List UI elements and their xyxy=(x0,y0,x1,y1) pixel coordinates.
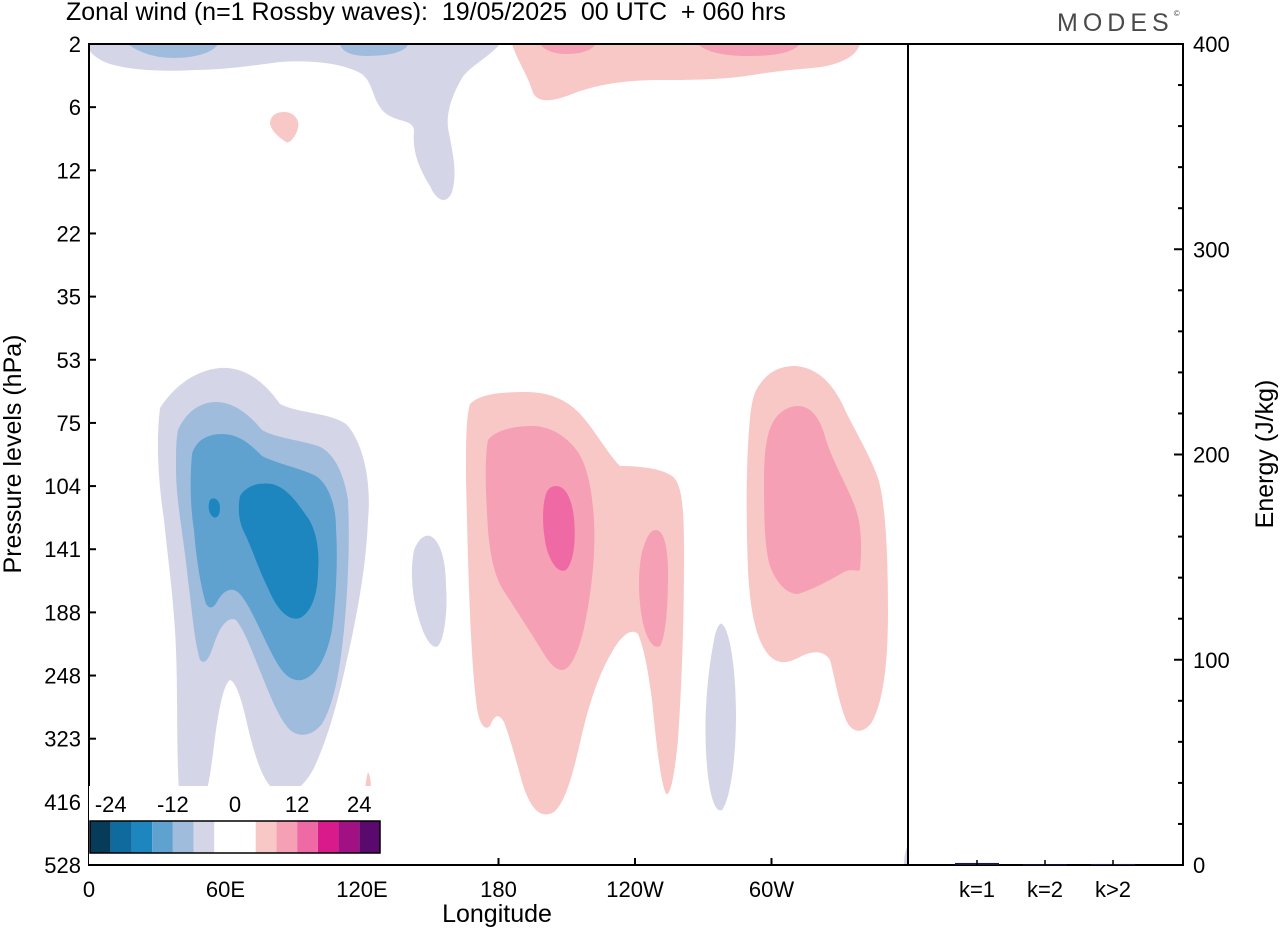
contour-pos-4 xyxy=(270,112,299,143)
energy-category-label: k>2 xyxy=(1095,877,1131,902)
y-tick-label: 12 xyxy=(57,158,81,183)
colorbar-label: -24 xyxy=(95,792,127,817)
colorbar-swatch xyxy=(152,821,173,853)
colorbar-swatch xyxy=(297,821,318,853)
y-tick-label: 104 xyxy=(44,474,81,499)
colorbar-swatch xyxy=(317,821,339,853)
contour-pos-12 xyxy=(543,486,575,571)
contour-neg-16 xyxy=(208,498,220,518)
contour-pos-8 xyxy=(485,426,595,670)
brand-logo: MODES© xyxy=(1057,9,1180,38)
contour-pos-8 xyxy=(540,44,596,54)
contour-neg-4 xyxy=(705,623,736,811)
x-tick-label: 180 xyxy=(480,877,517,902)
contour-field xyxy=(89,44,908,865)
y-tick-label: 416 xyxy=(44,790,81,815)
colorbar-label: 12 xyxy=(285,792,309,817)
y-tick-label: 248 xyxy=(44,664,81,689)
y-tick-label: 2 xyxy=(69,32,81,57)
colorbar-swatch xyxy=(131,821,153,853)
colorbar-swatch xyxy=(338,821,360,853)
energy-category-label: k=1 xyxy=(959,877,995,902)
x-tick-label: 120W xyxy=(606,877,664,902)
colorbar-label: 0 xyxy=(229,792,241,817)
contour-pos-8 xyxy=(698,44,800,56)
x-tick-label: 60E xyxy=(206,877,245,902)
brand-mark: © xyxy=(1173,9,1180,18)
colorbar: -24 -12 0 12 24 xyxy=(89,786,381,864)
brand-text: MODES xyxy=(1057,9,1174,37)
y-tick-label: 528 xyxy=(44,853,81,878)
contour-neg-8 xyxy=(128,44,218,58)
y-tick-label: 22 xyxy=(57,221,81,246)
energy-tick-label: 400 xyxy=(1193,32,1230,57)
energy-bar-labels: k=1 k=2 k>2 xyxy=(959,860,1131,902)
contour-neg-4 xyxy=(411,535,447,647)
colorbar-swatch xyxy=(255,821,277,853)
colorbar-swatch xyxy=(110,821,132,853)
colorbar-labels: -24 -12 0 12 24 xyxy=(95,792,372,817)
x-tick-label: 120E xyxy=(336,877,387,902)
contour-pos-8 xyxy=(639,530,668,647)
contour-neg-8 xyxy=(340,44,408,56)
colorbar-swatch xyxy=(235,821,256,853)
y-tick-label: 141 xyxy=(44,537,81,562)
y-tick-label: 53 xyxy=(57,348,81,373)
y-tick-label: 35 xyxy=(57,285,81,310)
y-tick-label: 75 xyxy=(57,411,81,436)
energy-axis-ticks: 0 100 200 300 400 xyxy=(1174,32,1230,878)
contour-neg-16 xyxy=(238,483,319,619)
energy-tick-label: 0 xyxy=(1193,853,1205,878)
energy-category-label: k=2 xyxy=(1027,877,1063,902)
y-tick-label: 323 xyxy=(44,727,81,752)
energy-tick-label: 200 xyxy=(1193,443,1230,468)
y-axis-ticks: 2 6 12 22 35 53 75 104 141 188 248 323 416 528 xyxy=(44,32,96,878)
x-tick-label: 0 xyxy=(83,877,95,902)
x-tick-label: 60W xyxy=(749,877,794,902)
colorbar-swatch xyxy=(359,821,380,853)
x-axis-title: Longitude xyxy=(442,900,552,928)
contour-neg-4 xyxy=(89,44,500,200)
x-axis-ticks: 0 60E 120E 180 120W 60W xyxy=(83,858,794,902)
colorbar-swatch xyxy=(214,821,235,853)
chart-title: Zonal wind (n=1 Rossby waves): 19/05/202… xyxy=(66,0,786,26)
colorbar-swatch xyxy=(172,821,194,853)
colorbar-swatch xyxy=(276,821,298,853)
colorbar-label: 24 xyxy=(347,792,371,817)
contour-pos-8 xyxy=(764,406,862,594)
y-tick-label: 188 xyxy=(44,600,81,625)
colorbar-frame xyxy=(89,820,381,854)
energy-axis-title: Energy (J/kg) xyxy=(1251,380,1279,529)
colorbar-label: -12 xyxy=(157,792,189,817)
contour-pos-4 xyxy=(512,44,860,101)
energy-tick-label: 300 xyxy=(1193,237,1230,262)
colorbar-swatch xyxy=(193,821,215,853)
energy-plot-frame xyxy=(907,43,1184,866)
y-tick-label: 6 xyxy=(69,95,81,120)
energy-tick-label: 100 xyxy=(1193,648,1230,673)
colorbar-swatches xyxy=(89,820,381,854)
colorbar-swatch xyxy=(90,821,111,853)
y-axis-title: Pressure levels (hPa) xyxy=(0,335,27,574)
